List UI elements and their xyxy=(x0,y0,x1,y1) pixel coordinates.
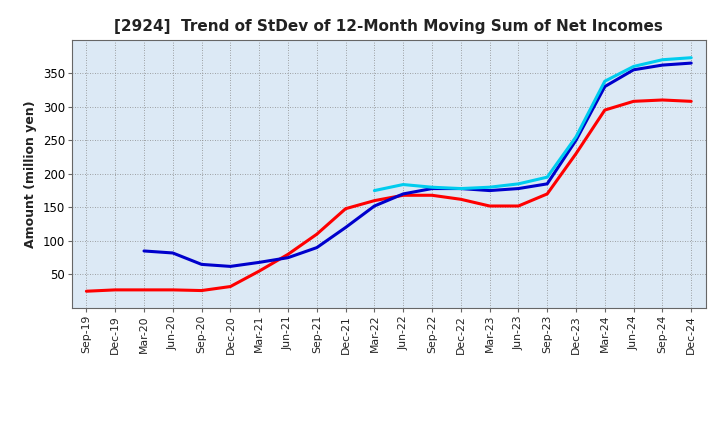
7 Years xyxy=(543,175,552,180)
5 Years xyxy=(312,245,321,250)
5 Years xyxy=(168,250,177,256)
5 Years xyxy=(600,84,609,89)
3 Years xyxy=(341,206,350,211)
7 Years xyxy=(687,55,696,60)
7 Years xyxy=(572,134,580,139)
Line: 5 Years: 5 Years xyxy=(144,63,691,266)
7 Years xyxy=(456,186,465,191)
7 Years xyxy=(629,64,638,69)
3 Years xyxy=(485,203,494,209)
3 Years xyxy=(600,107,609,113)
5 Years xyxy=(197,262,206,267)
7 Years xyxy=(485,185,494,190)
7 Years xyxy=(658,57,667,62)
5 Years xyxy=(341,225,350,230)
3 Years xyxy=(572,151,580,156)
3 Years xyxy=(168,287,177,293)
7 Years xyxy=(399,182,408,187)
5 Years xyxy=(629,67,638,73)
3 Years xyxy=(226,284,235,289)
5 Years xyxy=(514,186,523,191)
Y-axis label: Amount (million yen): Amount (million yen) xyxy=(24,100,37,248)
5 Years xyxy=(428,186,436,191)
3 Years xyxy=(197,288,206,293)
7 Years xyxy=(514,181,523,187)
7 Years xyxy=(370,188,379,193)
5 Years xyxy=(226,264,235,269)
5 Years xyxy=(687,60,696,66)
5 Years xyxy=(370,203,379,209)
3 Years xyxy=(687,99,696,104)
Title: [2924]  Trend of StDev of 12-Month Moving Sum of Net Incomes: [2924] Trend of StDev of 12-Month Moving… xyxy=(114,19,663,34)
7 Years xyxy=(428,185,436,190)
5 Years xyxy=(399,191,408,197)
3 Years xyxy=(629,99,638,104)
3 Years xyxy=(428,193,436,198)
3 Years xyxy=(399,193,408,198)
3 Years xyxy=(370,198,379,203)
3 Years xyxy=(284,252,292,257)
3 Years xyxy=(111,287,120,293)
5 Years xyxy=(284,255,292,260)
5 Years xyxy=(572,138,580,143)
5 Years xyxy=(485,188,494,193)
3 Years xyxy=(514,203,523,209)
5 Years xyxy=(658,62,667,68)
7 Years xyxy=(600,79,609,84)
3 Years xyxy=(543,191,552,197)
3 Years xyxy=(255,268,264,274)
5 Years xyxy=(543,181,552,187)
5 Years xyxy=(255,260,264,265)
3 Years xyxy=(140,287,148,293)
5 Years xyxy=(456,186,465,191)
3 Years xyxy=(658,97,667,103)
5 Years xyxy=(140,248,148,253)
3 Years xyxy=(456,197,465,202)
Line: 3 Years: 3 Years xyxy=(86,100,691,291)
3 Years xyxy=(312,231,321,237)
3 Years xyxy=(82,289,91,294)
Line: 7 Years: 7 Years xyxy=(374,58,691,191)
